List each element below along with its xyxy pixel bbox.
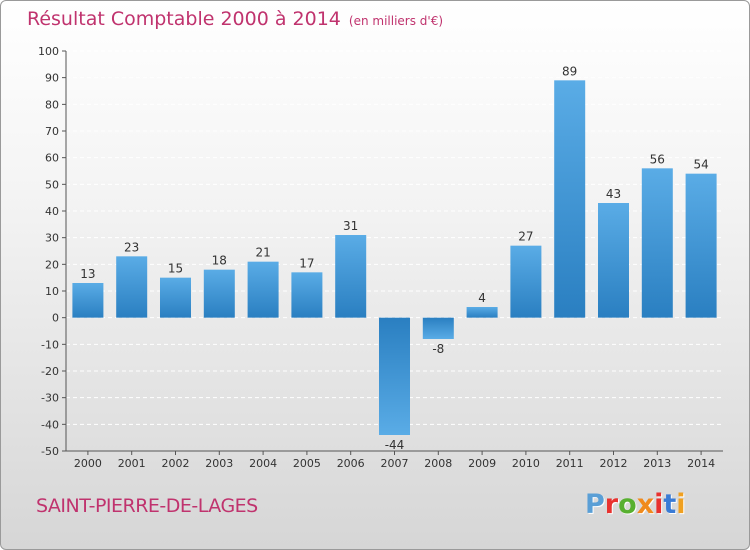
y-tick-label: 90 bbox=[45, 72, 59, 85]
x-tick-label: 2000 bbox=[74, 457, 102, 470]
data-label: 89 bbox=[562, 64, 577, 78]
bar bbox=[160, 277, 191, 318]
chart-subtitle: (en milliers d'€) bbox=[348, 14, 444, 28]
x-tick-label: 2009 bbox=[468, 457, 496, 470]
y-tick-label: 10 bbox=[45, 285, 59, 298]
y-tick-label: 30 bbox=[45, 232, 59, 245]
axes: 1009080706050403020100-10-20-30-40-50200… bbox=[38, 45, 723, 470]
brand-letter: P bbox=[585, 489, 605, 520]
x-tick-label: 2005 bbox=[293, 457, 321, 470]
x-tick-label: 2004 bbox=[249, 457, 277, 470]
data-label: 13 bbox=[80, 267, 95, 281]
bar bbox=[466, 307, 498, 318]
y-tick-label: 60 bbox=[45, 152, 59, 165]
x-tick-label: 2006 bbox=[337, 457, 365, 470]
data-label: 23 bbox=[124, 240, 139, 254]
data-label: -8 bbox=[432, 342, 444, 356]
x-tick-label: 2003 bbox=[205, 457, 233, 470]
y-tick-label: -20 bbox=[41, 365, 59, 378]
brand-letter: r bbox=[604, 489, 619, 520]
bar bbox=[379, 317, 410, 435]
y-tick-label: 20 bbox=[45, 258, 59, 271]
y-tick-label: 0 bbox=[52, 312, 59, 325]
data-label: 56 bbox=[650, 152, 665, 166]
x-tick-label: 2002 bbox=[162, 457, 190, 470]
data-label: 27 bbox=[518, 230, 533, 244]
x-tick-label: 2012 bbox=[600, 457, 628, 470]
x-tick-label: 2007 bbox=[381, 457, 409, 470]
y-tick-label: -50 bbox=[41, 445, 59, 458]
chart-title: Résultat Comptable 2000 à 2014 (en millie… bbox=[27, 8, 444, 30]
data-label: -44 bbox=[385, 438, 405, 452]
y-tick-label: -30 bbox=[41, 392, 59, 405]
data-label: 54 bbox=[693, 158, 708, 172]
bar bbox=[685, 173, 717, 318]
y-tick-label: 50 bbox=[45, 178, 59, 191]
bar bbox=[335, 235, 367, 318]
brand-logo: Proxiti bbox=[585, 489, 686, 520]
bar bbox=[641, 168, 673, 318]
x-tick-label: 2011 bbox=[556, 457, 584, 470]
brand-letter: x bbox=[636, 489, 655, 520]
y-tick-label: 100 bbox=[38, 45, 59, 58]
data-label: 15 bbox=[168, 262, 183, 276]
y-tick-label: -40 bbox=[41, 418, 59, 431]
y-tick-label: 80 bbox=[45, 98, 59, 111]
data-label: 21 bbox=[255, 246, 270, 260]
bar bbox=[247, 261, 279, 318]
x-tick-label: 2001 bbox=[118, 457, 146, 470]
data-label: 18 bbox=[212, 254, 227, 268]
brand-letter: i bbox=[654, 489, 664, 520]
data-label: 17 bbox=[299, 256, 314, 270]
x-tick-label: 2010 bbox=[512, 457, 540, 470]
bar bbox=[422, 317, 454, 339]
data-label: 43 bbox=[606, 187, 621, 201]
brand-letter: o bbox=[618, 489, 637, 520]
x-tick-label: 2008 bbox=[424, 457, 452, 470]
bars: 13 23 15 18 21 17 31 -44 -8 4 27 89 43 56 54 bbox=[72, 64, 717, 452]
bar bbox=[291, 272, 323, 318]
bar bbox=[203, 269, 235, 318]
brand-letter: i bbox=[676, 489, 686, 520]
brand-letter: t bbox=[663, 489, 677, 520]
y-tick-label: 40 bbox=[45, 205, 59, 218]
bar bbox=[554, 80, 586, 318]
y-tick-label: -10 bbox=[41, 338, 59, 351]
bar bbox=[72, 283, 104, 318]
x-tick-label: 2014 bbox=[687, 457, 715, 470]
bar bbox=[116, 256, 148, 318]
x-tick-label: 2013 bbox=[643, 457, 671, 470]
bar bbox=[598, 203, 629, 318]
commune-name: SAINT-PIERRE-DE-LAGES bbox=[36, 495, 258, 517]
data-label: 4 bbox=[478, 291, 486, 305]
data-label: 31 bbox=[343, 219, 358, 233]
y-tick-label: 70 bbox=[45, 125, 59, 138]
bar bbox=[510, 245, 542, 318]
